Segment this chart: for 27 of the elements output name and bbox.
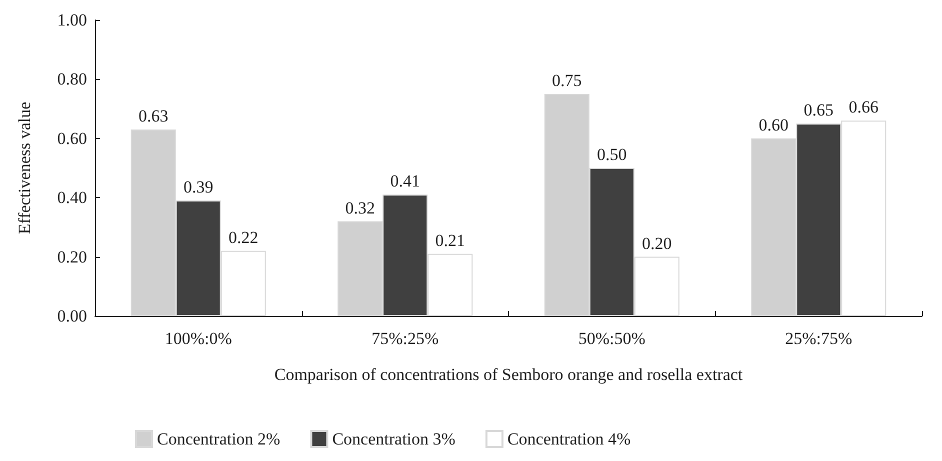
data-label: 0.50 [597, 145, 627, 164]
data-label: 0.75 [552, 71, 582, 90]
legend-label: Concentration 4% [507, 430, 631, 448]
x-tick-label: 75%:25% [372, 329, 439, 348]
data-label: 0.60 [758, 115, 788, 134]
data-label: 0.39 [184, 178, 214, 197]
data-label: 0.65 [804, 100, 834, 120]
data-label: 0.21 [435, 230, 465, 250]
y-tick-label: 0.00 [57, 306, 87, 326]
x-tick-label: 100%:0% [164, 329, 232, 348]
data-label: 0.22 [228, 228, 258, 247]
data-label: 0.63 [138, 106, 168, 126]
y-tick-label: 0.80 [57, 70, 87, 89]
y-axis-title: Effectiveness value [15, 102, 34, 234]
y-tick-label: 0.20 [57, 247, 87, 266]
x-axis-title: Comparison of concentrations of Semboro orange and rosella extract [274, 365, 743, 384]
y-tick-label: 1.00 [57, 10, 87, 30]
data-label: 0.41 [390, 172, 420, 191]
data-label: 0.20 [642, 234, 672, 253]
data-label: 0.66 [848, 98, 878, 117]
legend-label: Concentration 2% [157, 430, 280, 448]
x-tick-label: 25%:75% [785, 329, 852, 348]
y-tick-label: 0.40 [57, 188, 87, 208]
y-tick-label: 0.60 [57, 128, 87, 148]
data-label: 0.32 [345, 198, 375, 218]
legend-label: Concentration 3% [332, 430, 456, 448]
x-tick-label: 50%:50% [578, 329, 646, 348]
